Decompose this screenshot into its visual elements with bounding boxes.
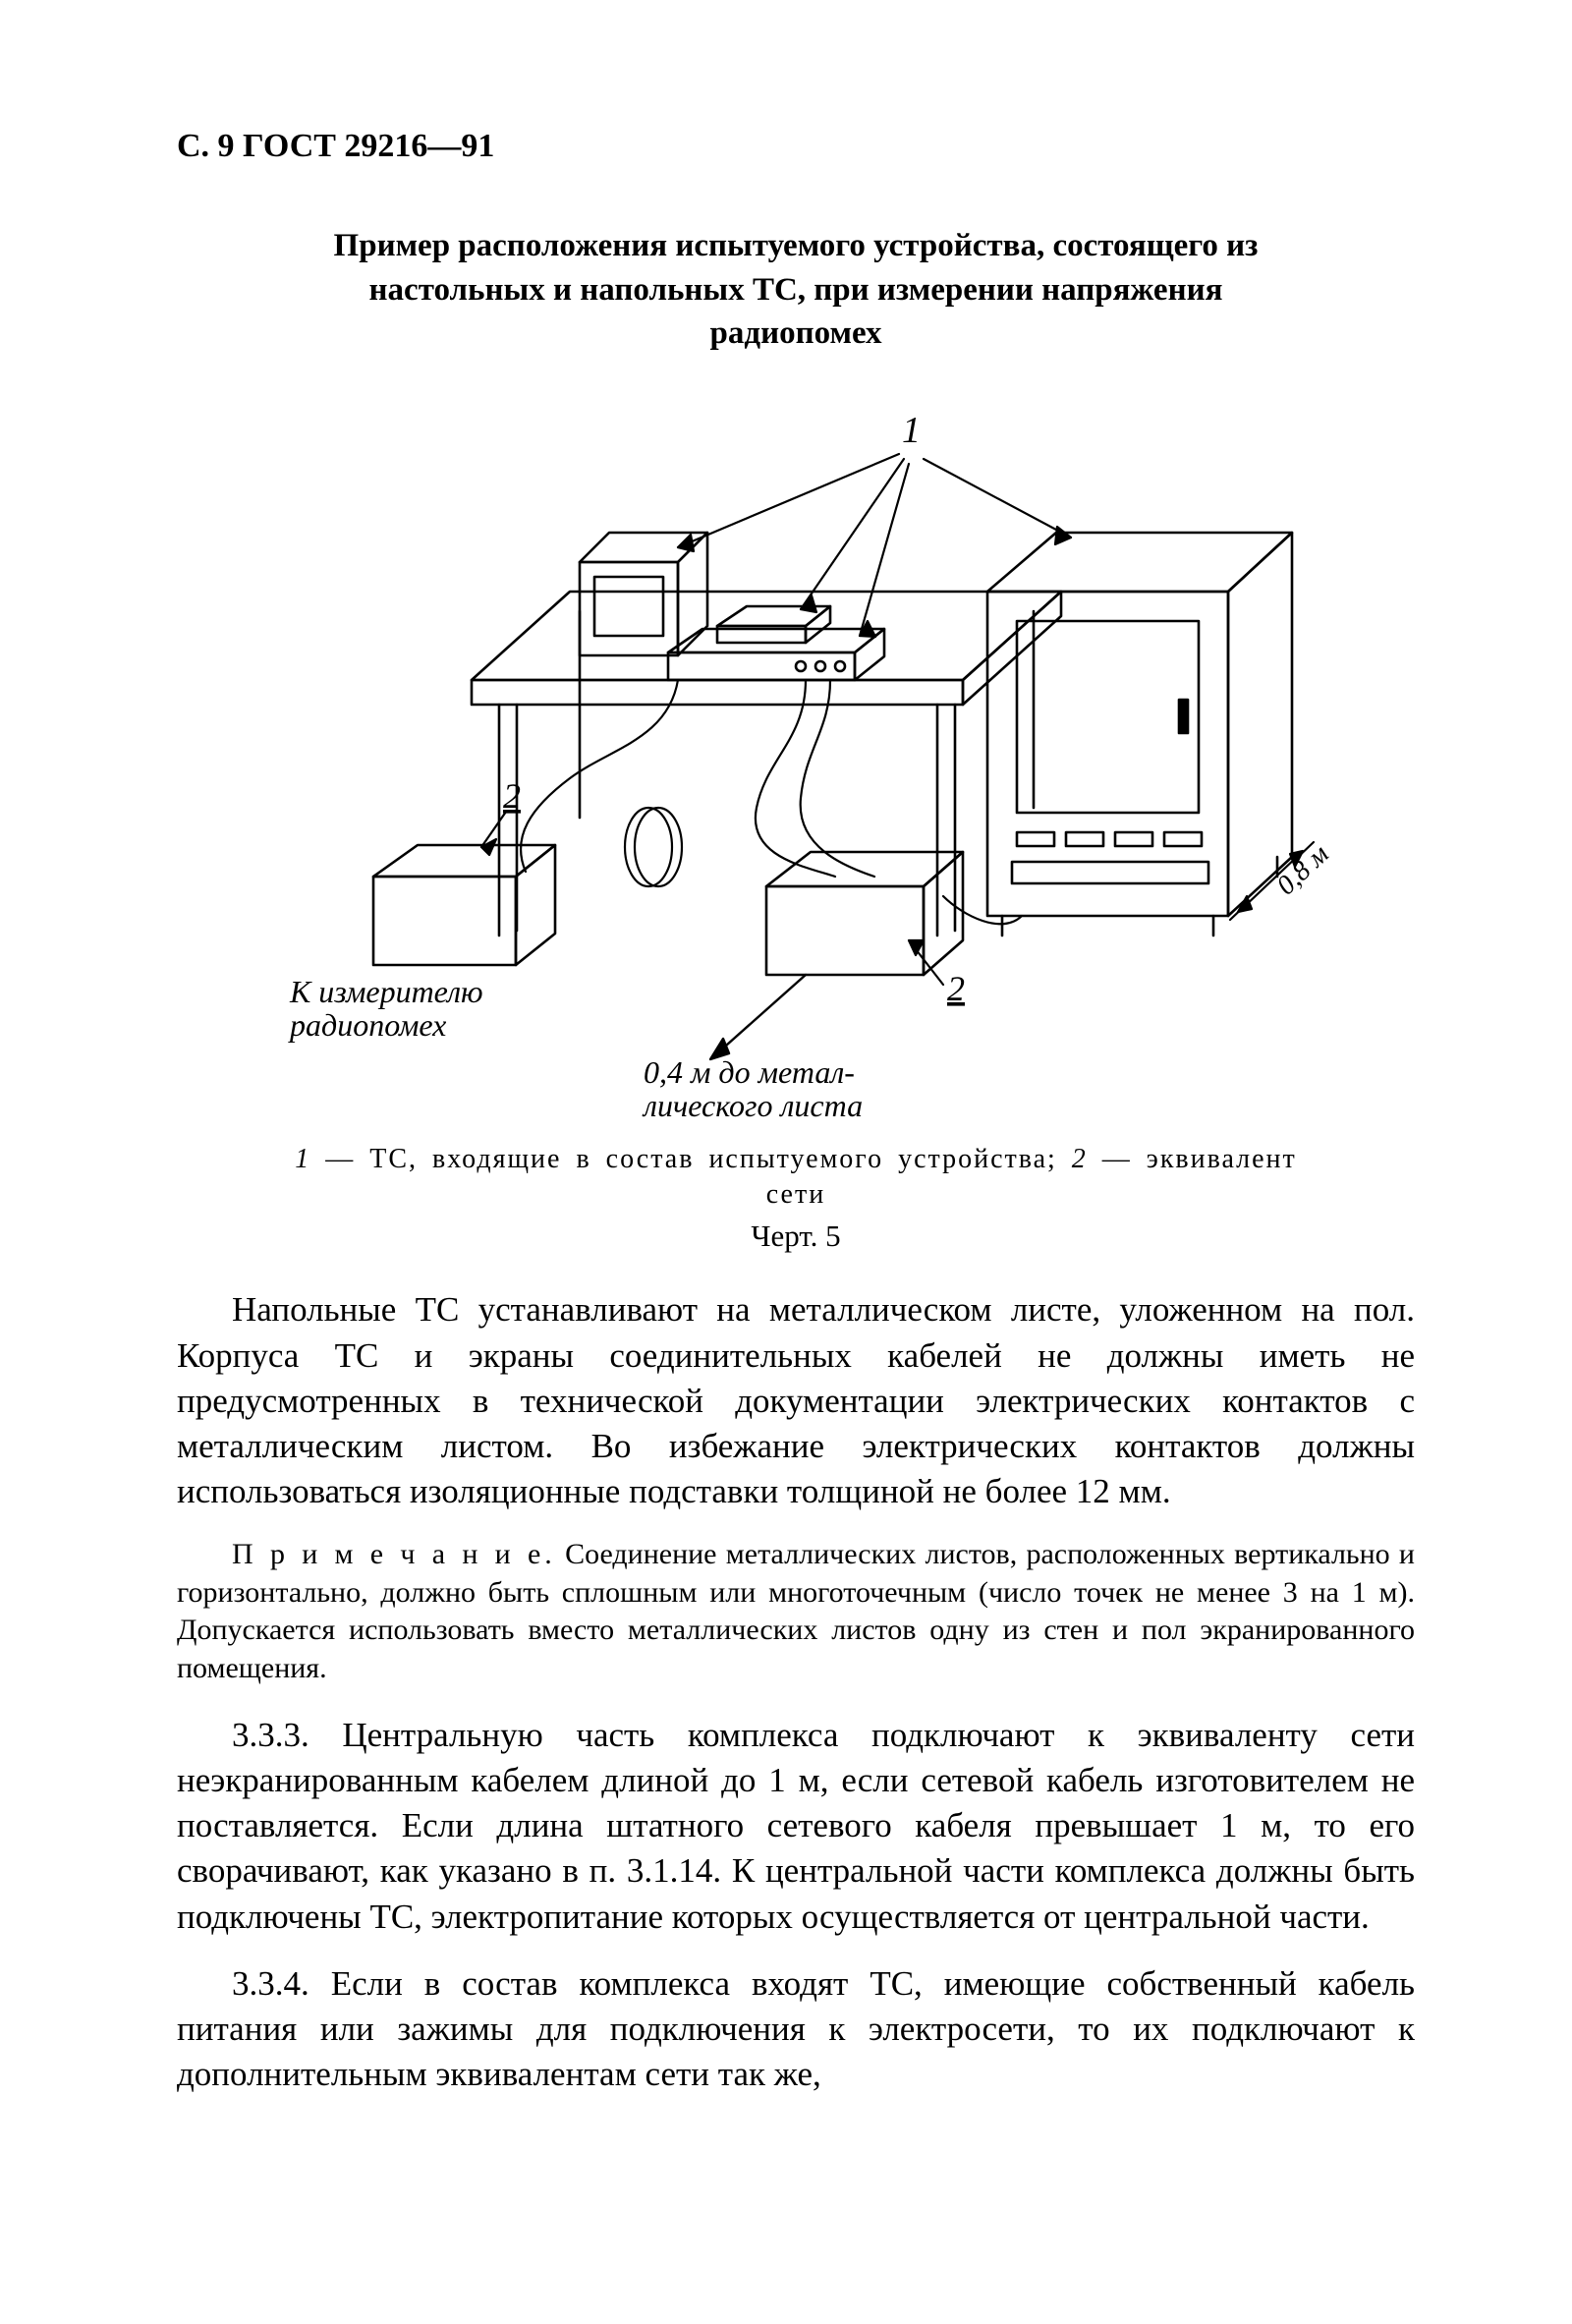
floor-label-line2: лического листа xyxy=(642,1088,863,1123)
figure-number: Черт. 5 xyxy=(177,1219,1415,1254)
page-header: С. 9 ГОСТ 29216—91 xyxy=(177,128,1415,165)
figure: 1 2 2 К измерителю радиопомех 0,4 м до м… xyxy=(255,385,1336,1132)
note-label: П р и м е ч а н и е. xyxy=(232,1538,556,1570)
document-page: С. 9 ГОСТ 29216—91 Пример расположения и… xyxy=(0,0,1572,2324)
callout-1: 1 xyxy=(902,410,921,451)
figure-legend: 1 — ТС, входящие в состав испытуемого ус… xyxy=(295,1142,1297,1214)
callout-2-left: 2 xyxy=(503,776,521,816)
para-3-3-3: 3.3.3. Центральную часть комплекса подкл… xyxy=(177,1713,1415,1940)
meter-label-line1: К измерителю xyxy=(289,974,483,1009)
test-setup-diagram: 1 2 2 К измерителю радиопомех 0,4 м до м… xyxy=(255,385,1336,1132)
callout-2-right: 2 xyxy=(947,969,965,1008)
depth-label: 0,8 м xyxy=(1271,838,1335,901)
legend-num-1: 1 xyxy=(295,1144,310,1174)
floor-label-line1: 0,4 м до метал- xyxy=(644,1054,855,1090)
para-note: П р и м е ч а н и е. Соединение металлич… xyxy=(177,1536,1415,1687)
para-3-3-4: 3.3.4. Если в состав комплекса входят ТС… xyxy=(177,1961,1415,2098)
legend-text-1: — ТС, входящие в состав испытуемого устр… xyxy=(310,1144,1072,1174)
para-floor-ts: Напольные ТС устанавливают на металличес… xyxy=(177,1287,1415,1514)
meter-label-line2: радиопомех xyxy=(288,1007,446,1043)
figure-title: Пример расположения испытуемого устройст… xyxy=(324,224,1267,356)
legend-num-2: 2 xyxy=(1072,1144,1088,1174)
